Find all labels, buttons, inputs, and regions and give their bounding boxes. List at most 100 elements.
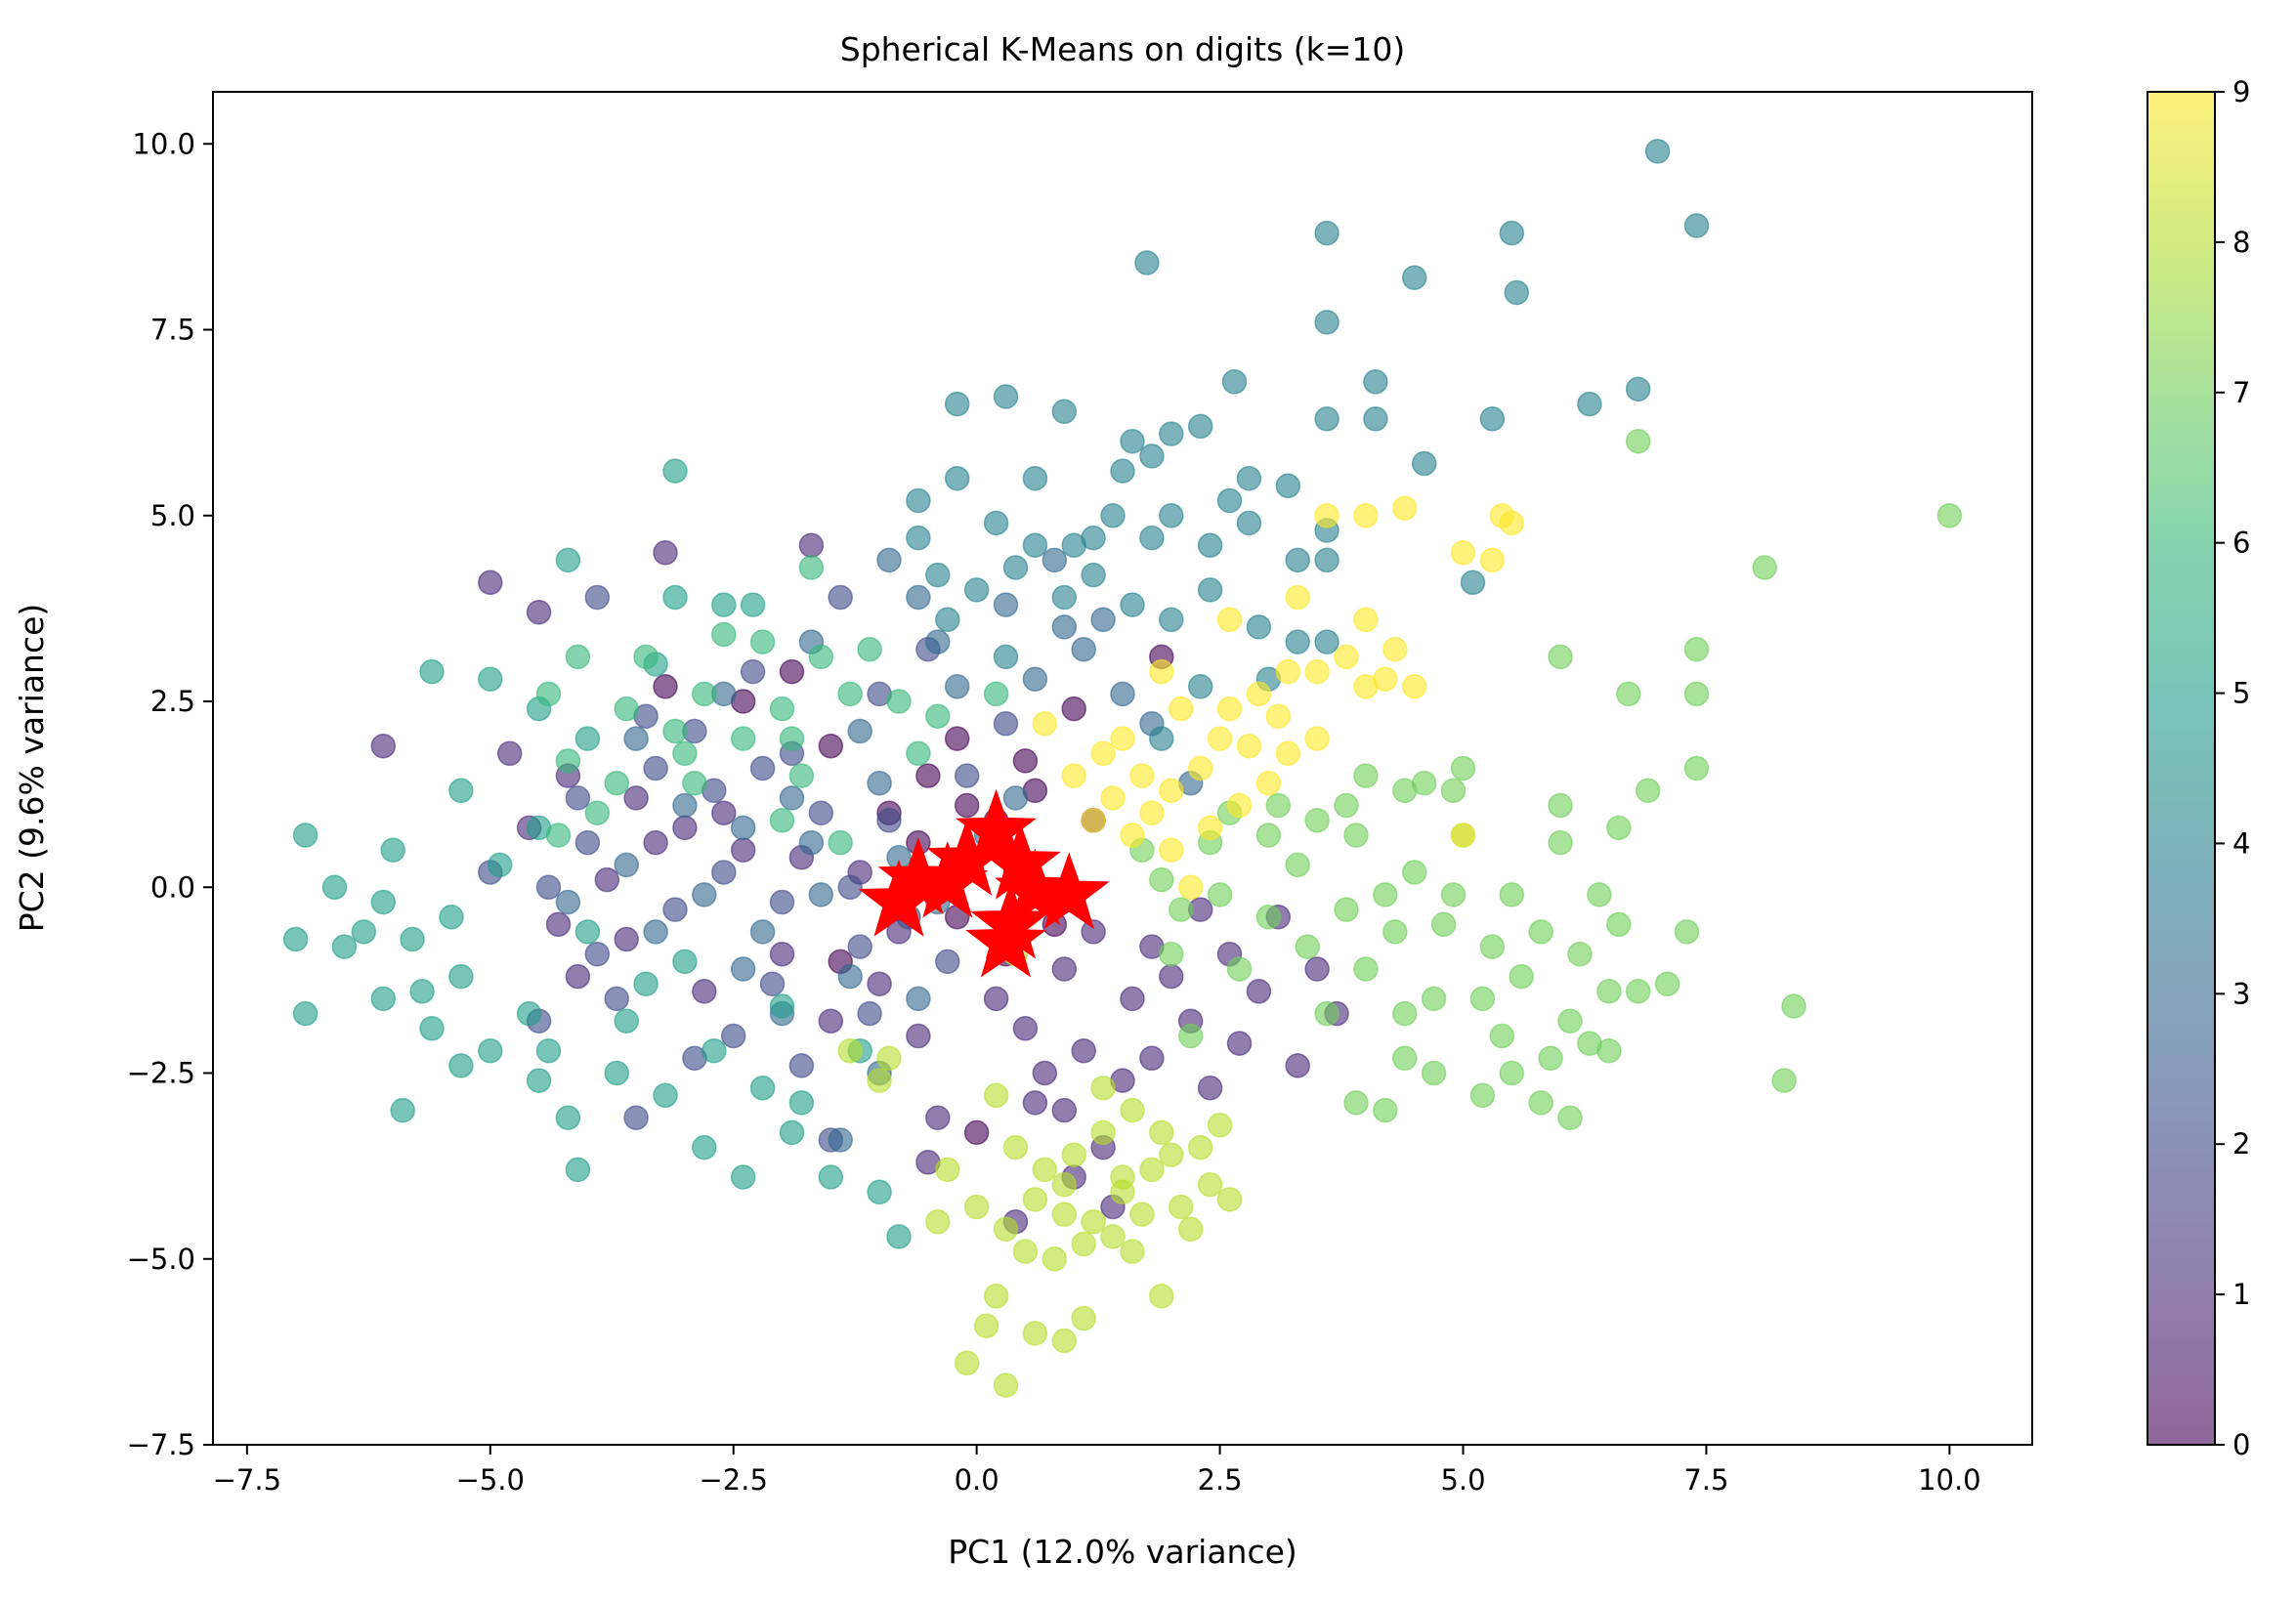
data-point	[1149, 866, 1174, 893]
data-point	[1557, 1105, 1583, 1130]
colorbar-tick-label: 3	[2232, 977, 2250, 1010]
centroid-star	[965, 900, 1046, 978]
data-point	[1246, 614, 1272, 640]
data-point	[1022, 532, 1048, 558]
data-point	[1022, 1321, 1048, 1346]
data-point	[370, 733, 397, 759]
data-point	[1314, 1000, 1339, 1027]
data-point	[1401, 860, 1427, 885]
centroids-layer	[858, 788, 1110, 978]
data-point	[788, 1053, 815, 1078]
data-point	[1061, 532, 1086, 558]
data-point	[1149, 658, 1174, 685]
data-point	[1499, 510, 1525, 536]
data-point	[1197, 577, 1223, 603]
data-point	[1334, 644, 1359, 670]
data-point	[1159, 778, 1184, 804]
data-point	[1285, 547, 1310, 573]
data-point	[886, 689, 912, 714]
data-point	[954, 1350, 980, 1376]
data-point	[847, 934, 872, 959]
data-point	[1285, 584, 1310, 611]
data-point	[1382, 636, 1408, 662]
data-point	[1504, 279, 1530, 306]
data-point	[1479, 547, 1506, 573]
data-point	[1051, 1328, 1078, 1354]
data-point	[1450, 755, 1476, 781]
data-point	[633, 644, 659, 670]
data-point	[993, 711, 1019, 737]
data-point	[1489, 1023, 1515, 1049]
data-point	[1314, 406, 1339, 432]
data-point	[1081, 562, 1106, 588]
data-point	[662, 897, 688, 922]
data-point	[993, 1216, 1019, 1243]
data-point	[478, 570, 503, 596]
data-point	[1139, 525, 1165, 551]
data-point	[1421, 1060, 1447, 1086]
data-point	[1265, 703, 1292, 729]
data-point	[496, 740, 523, 767]
data-point	[1168, 696, 1194, 722]
data-point	[1022, 465, 1048, 491]
data-point	[1051, 1097, 1078, 1123]
data-point	[555, 1105, 581, 1130]
data-point	[1187, 755, 1213, 781]
data-point	[1353, 607, 1379, 633]
colorbar-tick-label: 4	[2232, 826, 2250, 860]
data-point	[1042, 1246, 1068, 1272]
data-point	[370, 986, 397, 1012]
data-point	[1139, 1157, 1165, 1183]
data-point	[1625, 979, 1651, 1004]
data-point	[1071, 1305, 1096, 1331]
data-point	[1100, 785, 1126, 811]
data-point	[1197, 815, 1223, 841]
data-point	[1635, 778, 1661, 804]
data-point	[1781, 993, 1807, 1019]
data-point	[1051, 1171, 1078, 1198]
data-point	[711, 592, 737, 617]
data-point	[400, 926, 425, 952]
data-point	[1226, 956, 1253, 982]
data-point	[672, 949, 698, 975]
data-point	[1304, 658, 1330, 685]
data-point	[1548, 829, 1573, 856]
data-point	[594, 866, 620, 893]
data-point	[1275, 473, 1301, 499]
data-point	[1606, 911, 1632, 938]
data-point	[1120, 1097, 1145, 1123]
data-point	[439, 904, 464, 930]
data-point	[1304, 726, 1330, 751]
colorbar-tick-label: 2	[2232, 1127, 2250, 1161]
data-point	[1207, 1113, 1233, 1138]
data-point	[788, 1090, 815, 1116]
data-point	[818, 1164, 844, 1190]
data-point	[282, 926, 309, 952]
data-point	[565, 1157, 591, 1183]
data-point	[749, 755, 776, 781]
data-point	[535, 874, 562, 901]
data-point	[1421, 986, 1447, 1012]
data-point	[1071, 1231, 1096, 1257]
data-point	[828, 829, 853, 856]
data-point	[1090, 1119, 1116, 1146]
data-point	[643, 829, 668, 856]
data-point	[808, 882, 834, 908]
data-point	[954, 792, 980, 819]
data-point	[614, 852, 639, 878]
data-point	[1042, 547, 1068, 573]
data-point	[672, 792, 698, 819]
data-point	[1032, 1157, 1058, 1183]
data-point	[1081, 919, 1106, 945]
x-tick-label: −7.5	[213, 1463, 281, 1497]
data-point	[1392, 778, 1418, 804]
data-point	[1644, 139, 1671, 164]
data-point	[662, 458, 688, 484]
data-point	[1295, 934, 1320, 959]
data-point	[1625, 376, 1651, 402]
data-point	[1548, 792, 1573, 819]
data-point	[653, 674, 678, 699]
data-point	[662, 584, 688, 611]
data-point	[818, 733, 844, 759]
data-point	[1061, 763, 1086, 788]
